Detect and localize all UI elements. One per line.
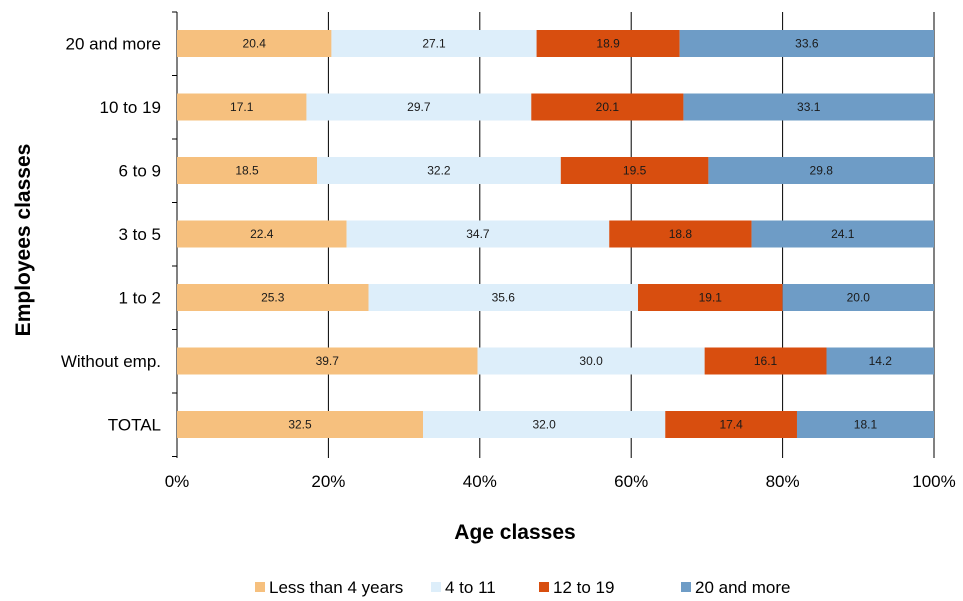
legend-swatch (539, 582, 549, 592)
x-tick-label: 80% (766, 472, 800, 491)
bar-segment (638, 284, 783, 311)
y-tick-label: 20 and more (66, 35, 161, 54)
bar-segment (177, 411, 424, 438)
legend-swatch (431, 582, 441, 592)
data-label: 20.0 (847, 291, 871, 305)
bar-segment (368, 284, 639, 311)
bar-segment (317, 157, 561, 184)
data-label: 25.3 (261, 291, 285, 305)
data-label: 29.8 (810, 164, 834, 178)
bar-segment (683, 93, 934, 121)
data-label: 35.6 (492, 291, 516, 305)
bar-segment (826, 347, 934, 375)
data-label: 18.9 (596, 37, 620, 51)
bar-segment (306, 93, 532, 121)
data-label: 27.1 (422, 37, 446, 51)
data-label: 18.5 (235, 164, 259, 178)
legend-label: 4 to 11 (445, 578, 496, 597)
data-label: 20.1 (596, 100, 620, 114)
bar-segment (177, 93, 307, 121)
bar-segment (609, 220, 752, 248)
bar-segment (531, 93, 684, 121)
data-label: 30.0 (579, 354, 603, 368)
data-label: 33.6 (795, 37, 819, 51)
bar-segment (177, 347, 478, 375)
bar-segment (704, 347, 827, 375)
bar-segment (477, 347, 705, 375)
data-label: 32.0 (532, 418, 556, 432)
bar-segment (331, 30, 537, 57)
bar-segment (177, 157, 318, 184)
y-tick-label: 3 to 5 (118, 225, 161, 244)
bar-segment (423, 411, 666, 438)
data-label: 22.4 (250, 227, 274, 241)
bar-segment (665, 411, 797, 438)
legend-label: 12 to 19 (553, 578, 614, 597)
legend-label: 20 and more (695, 578, 790, 597)
data-label: 39.7 (316, 354, 340, 368)
y-tick-label: 6 to 9 (118, 162, 161, 181)
data-label: 19.1 (699, 291, 723, 305)
data-label: 17.1 (230, 100, 254, 114)
data-label: 29.7 (407, 100, 431, 114)
x-axis-title: Age classes (454, 521, 575, 544)
bar-segment (708, 157, 934, 184)
bar-segment (796, 411, 934, 438)
legend-swatch (681, 582, 691, 592)
y-tick-label: 1 to 2 (118, 289, 161, 308)
x-tick-label: 60% (614, 472, 648, 491)
y-tick-label: TOTAL (108, 416, 161, 435)
legend-swatch (255, 582, 265, 592)
data-label: 19.5 (623, 164, 647, 178)
legend-label: Less than 4 years (269, 578, 403, 597)
data-label: 18.8 (669, 227, 693, 241)
data-label: 34.7 (466, 227, 490, 241)
data-label: 33.1 (797, 100, 821, 114)
data-label: 20.4 (243, 37, 267, 51)
y-tick-label: 10 to 19 (100, 98, 161, 117)
x-tick-label: 0% (165, 472, 190, 491)
bar-segment (346, 220, 610, 248)
data-label: 17.4 (719, 418, 743, 432)
bar-segment (751, 220, 934, 248)
x-tick-label: 20% (311, 472, 345, 491)
bar-segment (177, 30, 332, 57)
bar-segment (782, 284, 934, 311)
bar-segment (536, 30, 680, 57)
data-label: 14.2 (869, 354, 893, 368)
data-label: 32.5 (288, 418, 312, 432)
data-label: 24.1 (831, 227, 855, 241)
bar-segment (560, 157, 709, 184)
data-label: 18.1 (854, 418, 878, 432)
bar-segment (177, 284, 369, 311)
data-label: 32.2 (427, 164, 451, 178)
data-label: 16.1 (754, 354, 778, 368)
x-tick-label: 100% (912, 472, 955, 491)
bar-segment (177, 220, 347, 248)
y-axis-title: Employees classes (12, 144, 35, 337)
bar-segment (679, 30, 934, 57)
y-tick-label: Without emp. (61, 352, 161, 371)
x-tick-label: 40% (463, 472, 497, 491)
